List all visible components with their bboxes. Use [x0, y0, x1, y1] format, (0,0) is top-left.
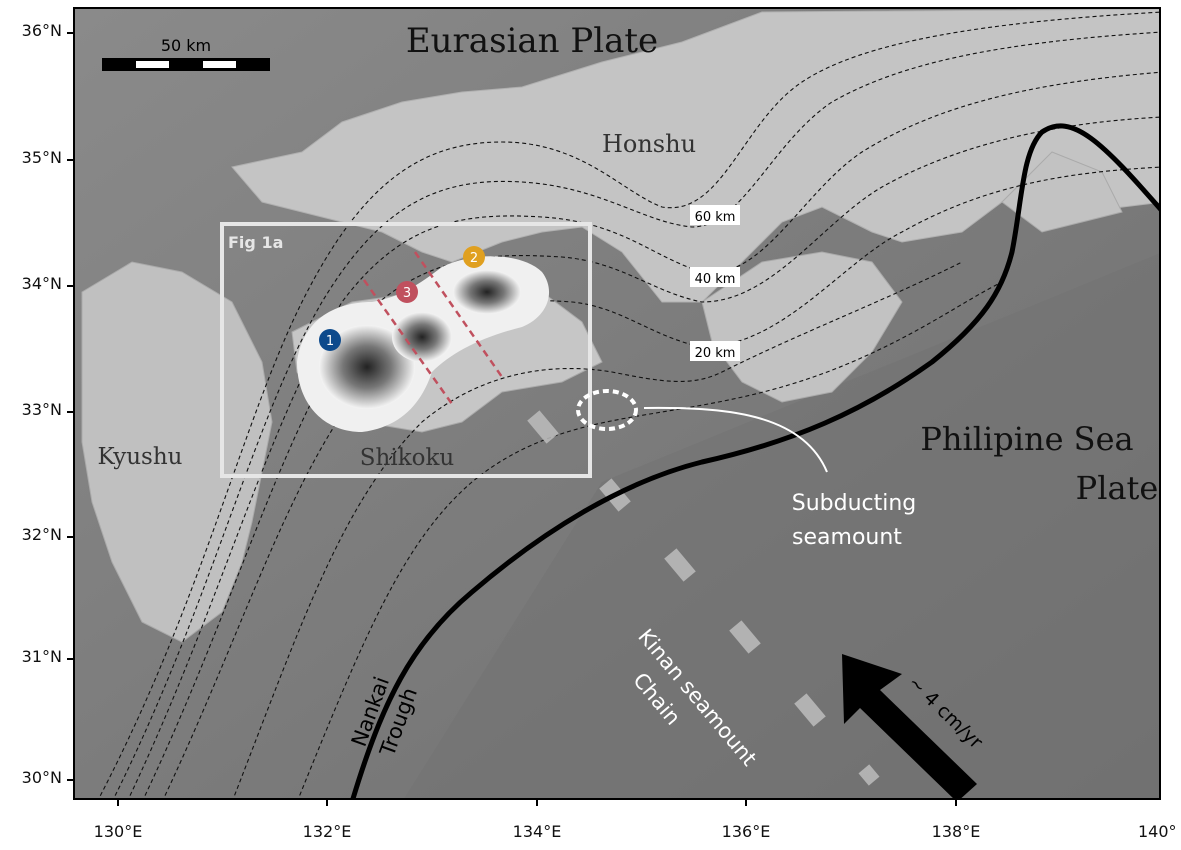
depth-contour [113, 31, 1159, 798]
marker-1 [319, 329, 341, 351]
y-tick [67, 779, 73, 781]
site-markers: 1 2 3 [319, 246, 485, 351]
y-tick [67, 411, 73, 413]
depth-label-bg [690, 267, 740, 287]
philippine-sea-plate-label-line1: Philipine Sea [920, 420, 1133, 458]
y-tick-label: 33°N [21, 400, 62, 419]
seamount-dash [794, 693, 826, 727]
y-tick [67, 159, 73, 161]
land-honshu [231, 9, 1159, 303]
shikoku-label: Shikoku [360, 445, 454, 471]
depth-contour [298, 281, 1003, 798]
y-tick-label: 35°N [21, 148, 62, 167]
depth-label-bg [690, 341, 740, 361]
anomaly-core [319, 325, 415, 409]
deep-sea [404, 253, 1159, 798]
seamount-dash [858, 764, 880, 786]
x-tick [955, 800, 957, 806]
marker-3 [396, 281, 418, 303]
scale-bar-segment [136, 61, 169, 68]
x-tick-label: 138°E [931, 822, 981, 841]
y-tick [67, 32, 73, 34]
y-tick-label: 31°N [21, 647, 62, 666]
x-tick [745, 800, 747, 806]
depth-label-40: 40 km [695, 272, 736, 287]
depth-label-bg [690, 205, 740, 225]
land-kii [701, 251, 903, 403]
y-tick-label: 34°N [21, 274, 62, 293]
deformation-anomaly [297, 256, 550, 432]
fig-1a-label: Fig 1a [228, 233, 283, 252]
marker-1-label: 1 [326, 334, 334, 349]
land-kyushu [81, 261, 273, 643]
profile-line-2 [413, 251, 504, 378]
philippine-sea-plate-label-line2: Plate [1076, 469, 1159, 507]
map-frame: 60 km 40 km 20 km Fig 1a 1 2 3 [73, 7, 1161, 800]
scale-bar-segment [203, 61, 236, 68]
x-tick-label: 132°E [302, 822, 352, 841]
seamount-leader-line [643, 406, 828, 473]
subducting-seamount-outline [576, 389, 638, 431]
land-izu [1001, 151, 1123, 233]
anomaly-core [453, 270, 521, 314]
nankai-trough-line [350, 123, 1159, 798]
depth-label-20: 20 km [695, 346, 736, 361]
marker-2 [463, 246, 485, 268]
x-tick [326, 800, 328, 806]
seamount-dash [527, 410, 559, 444]
seamount-annotation-line2: seamount [792, 525, 902, 550]
marker-2-label: 2 [470, 251, 478, 266]
x-tick-label: 136°E [721, 822, 771, 841]
x-tick-label: 130°E [93, 822, 143, 841]
scale-bar: 50 km [102, 36, 270, 71]
seamount-dash [664, 548, 696, 582]
y-tick [67, 658, 73, 660]
scale-bar-label: 50 km [161, 36, 211, 55]
x-tick-label: 134°E [512, 822, 562, 841]
seamount-annotation-line1: Subducting [792, 491, 917, 516]
depth-label-60: 60 km [695, 210, 736, 225]
depth-contour [98, 11, 1159, 798]
eurasian-plate-label: Eurasian Plate [406, 21, 658, 61]
map-canvas: 60 km 40 km 20 km Fig 1a 1 2 3 [75, 9, 1159, 798]
honshu-label: Honshu [602, 130, 696, 158]
y-tick-label: 36°N [21, 21, 62, 40]
fig-1a-box [220, 222, 592, 478]
x-tick [117, 800, 119, 806]
y-tick [67, 536, 73, 538]
y-tick-label: 32°N [21, 525, 62, 544]
depth-contour [163, 166, 1159, 798]
y-tick [67, 285, 73, 287]
x-tick [536, 800, 538, 806]
profile-lines [362, 251, 504, 405]
marker-3-label: 3 [403, 286, 411, 301]
kyushu-label: Kyushu [98, 444, 183, 470]
arrow-shape [842, 654, 977, 798]
depth-contour [232, 261, 963, 798]
anomaly-core [392, 312, 452, 362]
depth-contour [128, 71, 1159, 798]
depth-contour [143, 116, 1159, 798]
scale-bar-body [102, 58, 270, 71]
slab-depth-contours [98, 11, 1159, 798]
profile-line-3 [362, 279, 454, 405]
seamount-dash [729, 620, 761, 654]
y-tick-label: 30°N [21, 768, 62, 787]
depth-labels: 60 km 40 km 20 km [690, 205, 740, 361]
x-tick-label: 140° [1138, 822, 1177, 841]
